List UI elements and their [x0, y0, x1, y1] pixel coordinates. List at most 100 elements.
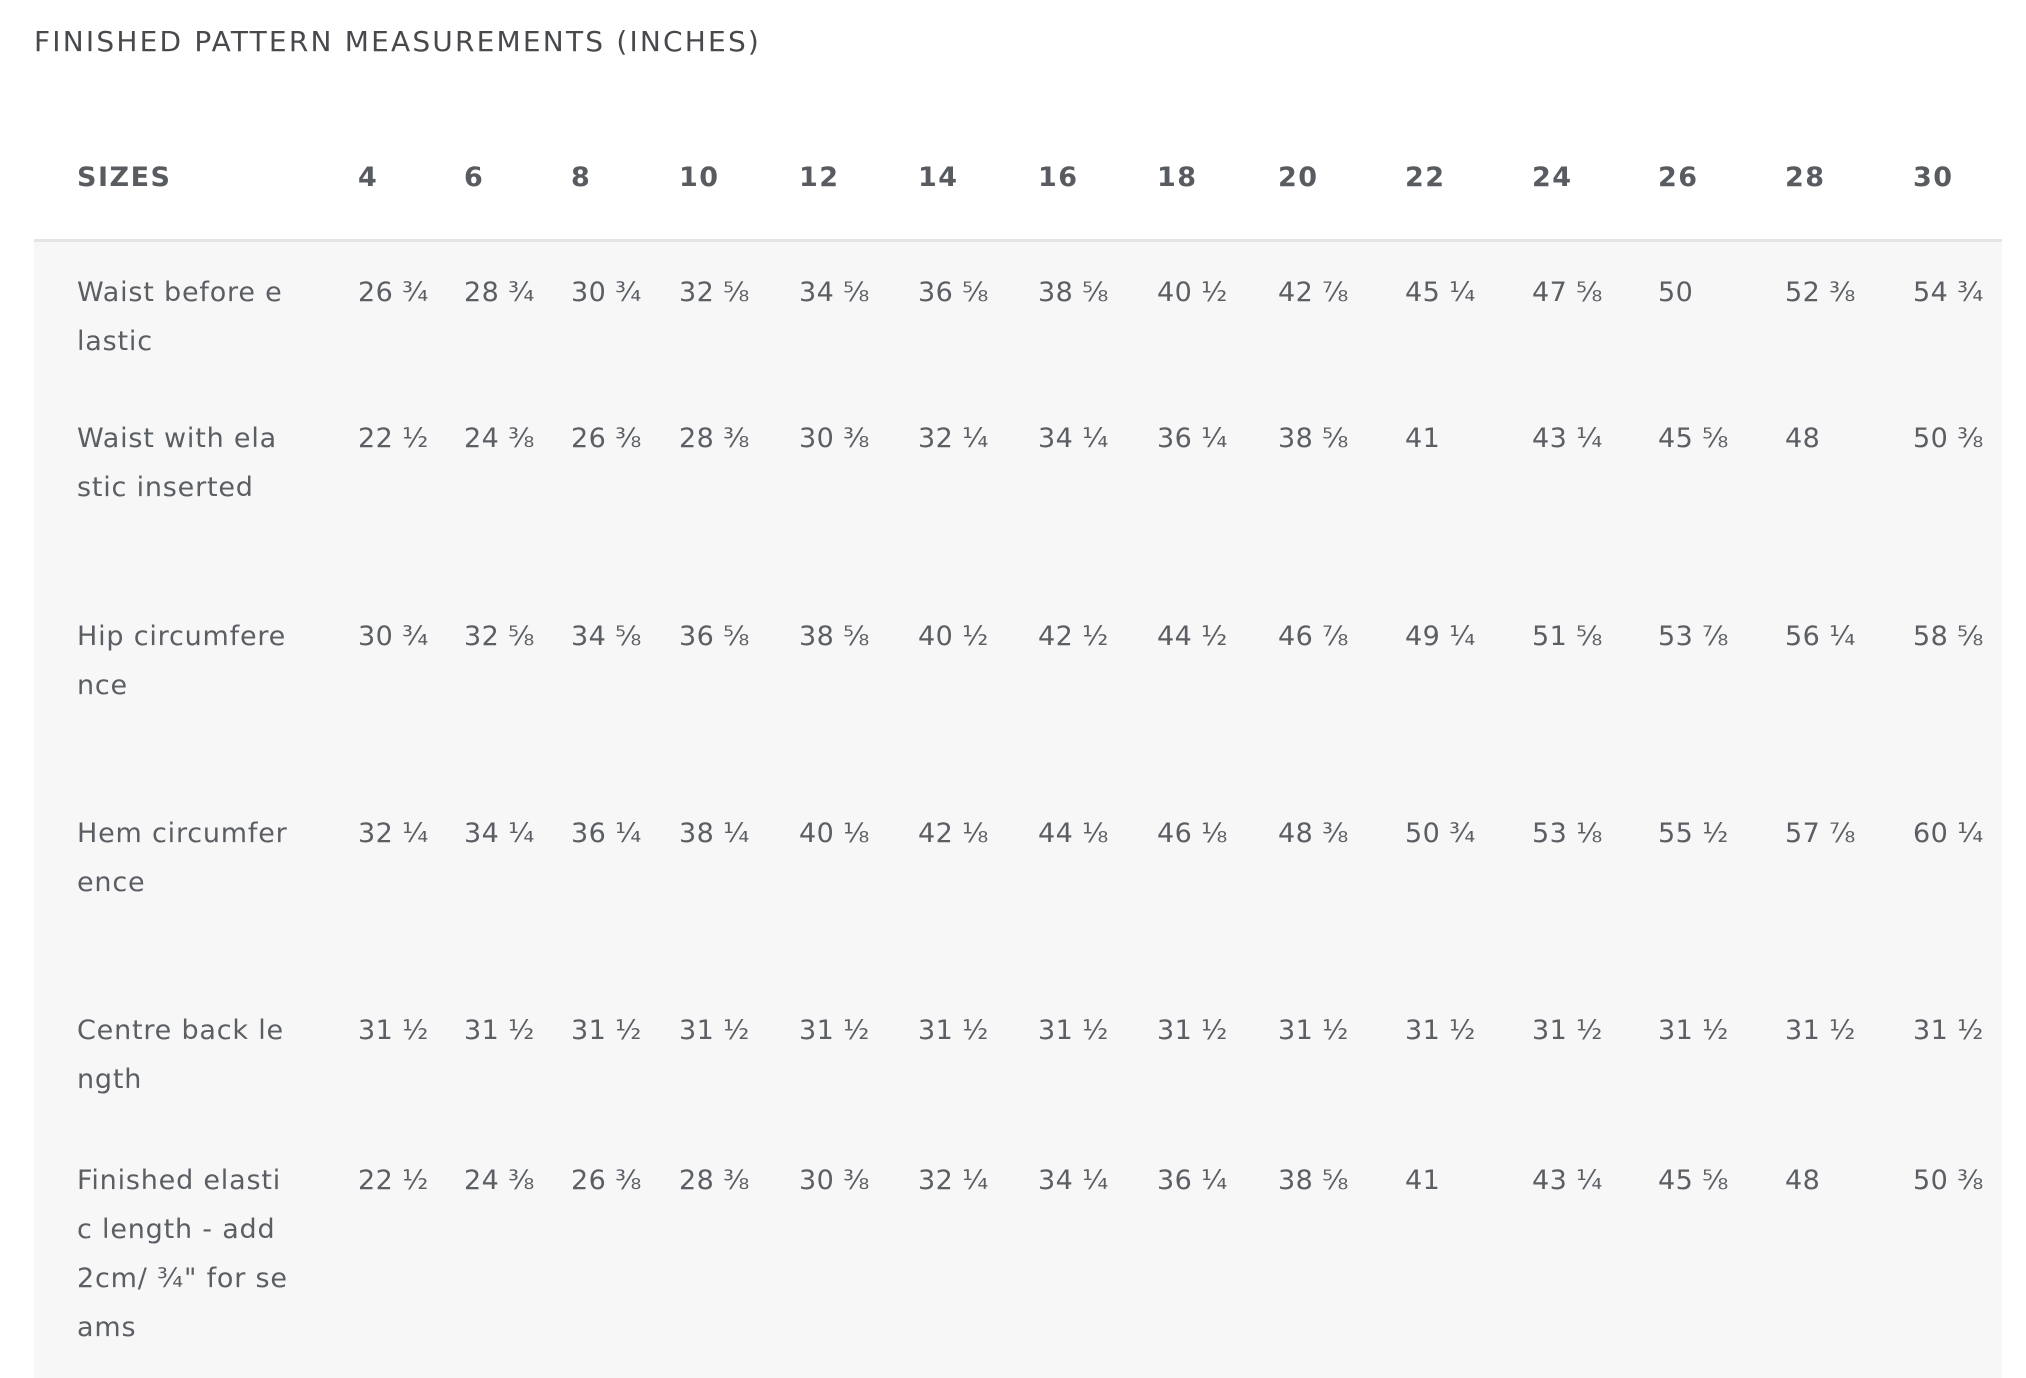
measurement-cell: 31 ½: [464, 1015, 535, 1046]
measurement-cell: 30 ⅜: [799, 423, 870, 454]
table-row: Hip circumference 30 ¾ 32 ⅝ 34 ⅝ 36 ⅝ 38…: [34, 588, 2002, 785]
measurement-cell: 31 ½: [571, 1015, 642, 1046]
measurement-cell: 32 ¼: [918, 1165, 989, 1196]
size-header: 20: [1278, 161, 1319, 193]
measurement-cell: 50: [1658, 276, 1694, 308]
measurement-cell: 41: [1405, 1165, 1441, 1196]
measurement-cell: 34 ¼: [1038, 1165, 1109, 1196]
size-header: 14: [918, 161, 959, 193]
measurement-cell: 28 ⅜: [679, 423, 750, 454]
measurement-cell: 48: [1785, 1165, 1821, 1196]
sizes-header: SIZES: [77, 161, 172, 193]
table-row: Waist before elastic 26 ¾ 28 ¾ 30 ¾ 32 ⅝…: [34, 240, 2002, 390]
measurement-cell: 28 ¾: [464, 276, 535, 308]
row-label: Hip circumference: [77, 621, 287, 701]
size-header: 12: [799, 161, 840, 193]
measurement-cell: 44 ½: [1157, 621, 1228, 652]
size-header: 18: [1157, 161, 1198, 193]
measurement-cell: 30 ⅜: [799, 1165, 870, 1196]
size-header: 4: [358, 161, 379, 193]
row-label: Waist with elastic inserted: [77, 423, 277, 503]
measurement-cell: 36 ⅝: [679, 621, 750, 652]
measurement-cell: 22 ½: [358, 1165, 429, 1196]
measurement-cell: 51 ⅝: [1532, 621, 1603, 652]
measurement-cell: 26 ⅜: [571, 423, 642, 454]
measurement-cell: 31 ½: [799, 1015, 870, 1046]
measurement-cell: 53 ⅛: [1532, 818, 1603, 849]
header-row: SIZES 4 6 8 10 12 14 16 18 20 22 24 26 2…: [34, 116, 2002, 240]
measurement-cell: 46 ⅞: [1278, 621, 1349, 652]
size-header: 28: [1785, 161, 1826, 193]
size-header: 16: [1038, 161, 1079, 193]
measurement-cell: 22 ½: [358, 423, 429, 454]
measurement-cell: 26 ⅜: [571, 1165, 642, 1196]
measurement-cell: 34 ¼: [1038, 423, 1109, 454]
measurement-cell: 31 ½: [1038, 1015, 1109, 1046]
measurement-cell: 42 ⅞: [1278, 276, 1349, 308]
measurement-cell: 31 ½: [918, 1015, 989, 1046]
measurement-cell: 41: [1405, 423, 1441, 454]
measurement-cell: 47 ⅝: [1532, 276, 1603, 308]
measurement-cell: 31 ½: [1785, 1015, 1856, 1046]
measurement-cell: 34 ⅝: [571, 621, 642, 652]
measurement-cell: 46 ⅛: [1157, 818, 1228, 849]
measurement-cell: 50 ¾: [1405, 818, 1476, 849]
size-header: 30: [1913, 161, 1954, 193]
table-header: SIZES 4 6 8 10 12 14 16 18 20 22 24 26 2…: [34, 116, 2002, 240]
page: FINISHED PATTERN MEASUREMENTS (INCHES) S…: [34, 0, 2002, 1378]
row-label: Hem circumference: [77, 818, 288, 898]
size-header: 22: [1405, 161, 1446, 193]
table-row: Finished elastic length - add 2cm/ ¾" fo…: [34, 1132, 2002, 1378]
measurement-cell: 31 ½: [1658, 1015, 1729, 1046]
measurement-cell: 38 ⅝: [1278, 1165, 1349, 1196]
measurement-cell: 56 ¼: [1785, 621, 1856, 652]
measurement-cell: 57 ⅞: [1785, 818, 1856, 849]
measurement-cell: 45 ¼: [1405, 276, 1476, 308]
measurement-cell: 36 ¼: [1157, 423, 1228, 454]
measurement-cell: 50 ⅜: [1913, 1165, 1984, 1196]
measurement-cell: 48: [1785, 423, 1821, 454]
measurement-cell: 43 ¼: [1532, 1165, 1603, 1196]
table-row: Centre back length 31 ½ 31 ½ 31 ½ 31 ½ 3…: [34, 982, 2002, 1132]
measurement-cell: 24 ⅜: [464, 423, 535, 454]
measurements-table: SIZES 4 6 8 10 12 14 16 18 20 22 24 26 2…: [34, 116, 2002, 1378]
measurement-cell: 43 ¼: [1532, 423, 1603, 454]
measurement-cell: 31 ½: [358, 1015, 429, 1046]
measurement-cell: 30 ¾: [571, 276, 642, 308]
measurement-cell: 34 ¼: [464, 818, 535, 849]
measurement-cell: 36 ¼: [571, 818, 642, 849]
size-header: 24: [1532, 161, 1573, 193]
measurement-cell: 54 ¾: [1913, 276, 1984, 308]
measurement-cell: 38 ⅝: [1038, 276, 1109, 308]
measurement-cell: 31 ½: [1157, 1015, 1228, 1046]
measurement-cell: 45 ⅝: [1658, 1165, 1729, 1196]
measurement-cell: 34 ⅝: [799, 276, 870, 308]
page-title: FINISHED PATTERN MEASUREMENTS (INCHES): [34, 25, 762, 58]
size-header: 26: [1658, 161, 1699, 193]
measurement-cell: 32 ¼: [918, 423, 989, 454]
measurement-cell: 53 ⅞: [1658, 621, 1729, 652]
measurement-cell: 42 ½: [1038, 621, 1109, 652]
table-row: Hem circumference 32 ¼ 34 ¼ 36 ¼ 38 ¼ 40…: [34, 785, 2002, 982]
row-label: Finished elastic length - add 2cm/ ¾" fo…: [77, 1165, 288, 1343]
measurement-cell: 28 ⅜: [679, 1165, 750, 1196]
measurement-cell: 31 ½: [1532, 1015, 1603, 1046]
measurement-cell: 38 ⅝: [1278, 423, 1349, 454]
row-label: Centre back length: [77, 1015, 284, 1095]
measurement-cell: 40 ⅛: [799, 818, 870, 849]
measurement-cell: 50 ⅜: [1913, 423, 1984, 454]
measurement-cell: 24 ⅜: [464, 1165, 535, 1196]
table-row: Waist with elastic inserted 22 ½ 24 ⅜ 26…: [34, 390, 2002, 588]
measurement-cell: 31 ½: [679, 1015, 750, 1046]
measurement-cell: 48 ⅜: [1278, 818, 1349, 849]
measurement-cell: 31 ½: [1278, 1015, 1349, 1046]
measurement-cell: 30 ¾: [358, 621, 429, 652]
measurement-cell: 26 ¾: [358, 276, 429, 308]
measurement-cell: 52 ⅜: [1785, 276, 1856, 308]
measurement-cell: 38 ¼: [679, 818, 750, 849]
size-header: 8: [571, 161, 592, 193]
measurement-cell: 32 ⅝: [679, 276, 750, 308]
measurement-cell: 40 ½: [918, 621, 989, 652]
size-header: 6: [464, 161, 485, 193]
measurement-cell: 42 ⅛: [918, 818, 989, 849]
